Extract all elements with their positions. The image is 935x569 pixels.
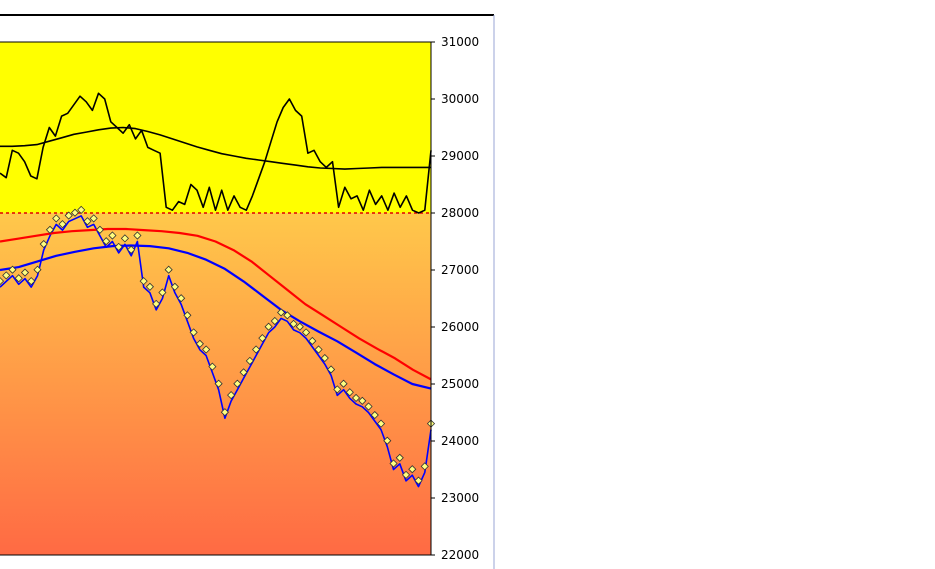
y-tick-label: 26000 [441,320,479,334]
price-marker [164,265,173,274]
series-line-moving-average-short [0,244,432,390]
price-marker [364,402,373,411]
series-line-upper-moving-average [0,126,431,170]
price-marker [39,239,48,249]
price-marker [339,379,348,388]
price-marker [220,408,229,417]
price-marker [345,388,354,397]
price-marker [195,339,204,348]
y-tick-label: 28000 [441,206,479,220]
price-marker [214,379,223,388]
price-marker [277,308,286,317]
price-marker [383,436,392,445]
price-marker [0,277,5,286]
price-marker [358,396,367,405]
price-marker [389,459,398,468]
price-marker [114,242,123,251]
price-marker [252,345,261,354]
price-marker [89,214,98,223]
price-marker [58,220,67,229]
price-marker [120,234,129,243]
price-marker [2,271,11,280]
price-marker [395,453,404,462]
price-marker [52,214,61,223]
y-tick-label: 22000 [441,548,479,562]
price-marker [152,299,161,308]
price-marker [289,319,298,328]
price-marker [227,391,236,400]
price-marker [239,368,248,377]
price-marker [33,265,42,274]
price-marker [170,282,179,291]
price-marker [27,277,36,286]
series-line-upper-oscillator [0,92,432,214]
price-marker [83,217,92,226]
price-marker [14,274,23,283]
price-marker [108,231,117,240]
price-marker [139,277,148,286]
series-line-moving-average-long [0,227,432,381]
price-marker [189,328,198,337]
price-marker [20,268,30,277]
price-marker [45,225,55,234]
price-marker [77,205,86,214]
price-marker [233,379,242,388]
y-tick-label: 30000 [441,92,479,106]
y-tick-label: 23000 [441,491,479,505]
price-marker [258,334,267,343]
price-marker [133,231,142,240]
y-tick-label: 27000 [441,263,479,277]
price-marker [333,385,342,394]
price-marker [320,353,329,363]
y-tick-label: 25000 [441,377,479,391]
price-marker [270,316,279,326]
price-marker [102,237,111,246]
price-marker [177,294,186,303]
price-marker [158,288,167,297]
price-marker [351,393,361,403]
price-marker [202,345,211,354]
y-tick-label: 31000 [441,35,479,49]
price-marker [308,336,317,346]
price-marker [314,345,323,354]
price-marker [208,362,217,371]
price-marker [183,311,192,320]
price-marker [264,322,273,331]
price-marker [64,211,73,220]
price-marker [283,311,292,320]
price-marker [370,410,379,420]
price-marker [8,265,17,274]
y-tick-label: 29000 [441,149,479,163]
price-marker [408,465,417,474]
price-marker [70,208,80,217]
price-marker [127,245,136,254]
price-marker [245,356,254,365]
price-marker [420,462,429,471]
price-marker [302,328,311,337]
price-marker [295,322,304,331]
price-marker [95,225,105,234]
price-marker [401,470,411,479]
price-marker [145,282,154,291]
y-tick-label: 24000 [441,434,479,448]
price-marker [376,419,386,428]
series-line-price [0,215,432,488]
price-marker [414,476,423,485]
upper-panel-background [0,42,431,213]
price-marker [326,365,336,374]
